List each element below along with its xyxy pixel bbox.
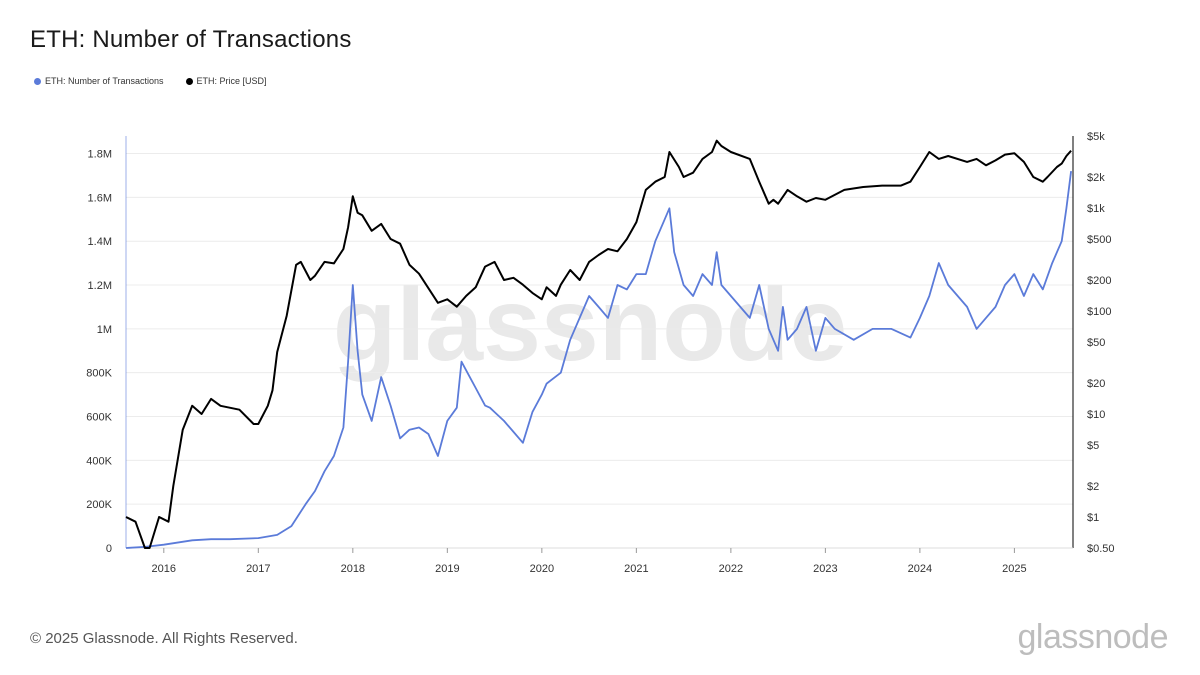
x-tick-label: 2020 bbox=[530, 563, 554, 575]
chart-title: ETH: Number of Transactions bbox=[30, 26, 352, 53]
x-tick-label: 2021 bbox=[624, 563, 648, 575]
y-left-tick-label: 1M bbox=[97, 324, 112, 336]
y-right-tick-label: $20 bbox=[1087, 378, 1105, 390]
brand-logo: glassnode bbox=[1017, 618, 1168, 656]
legend-label-price: ETH: Price [USD] bbox=[196, 76, 267, 86]
y-right-tick-label: $2 bbox=[1087, 481, 1099, 493]
y-left-tick-label: 1.2M bbox=[88, 280, 112, 292]
y-right-tick-label: $1k bbox=[1087, 203, 1105, 215]
y-left-tick-label: 1.6M bbox=[88, 192, 112, 204]
series-layer bbox=[125, 139, 1072, 549]
x-tick-label: 2022 bbox=[719, 563, 743, 575]
legend-swatch-transactions bbox=[34, 77, 41, 85]
y-left-tick-label: 200K bbox=[86, 499, 112, 511]
y-left-tick-label: 400K bbox=[86, 455, 112, 467]
y-right-tick-label: $200 bbox=[1087, 275, 1111, 287]
x-tick-label: 2025 bbox=[1002, 563, 1026, 575]
series-line-transactions[interactable] bbox=[125, 170, 1072, 549]
axes: 0 200K 400K 600K 800K 1M 1.2M 1.4M 1.6M 1.8M $0.50… bbox=[86, 131, 1114, 575]
y-right-tick-label: $5 bbox=[1087, 440, 1099, 452]
legend-item-transactions[interactable]: ETH: Number of Transactions bbox=[34, 76, 164, 86]
watermark: glassnode bbox=[333, 267, 847, 383]
y-right-tick-label: $5k bbox=[1087, 131, 1105, 143]
x-tick-label: 2016 bbox=[152, 563, 176, 575]
y-right-tick-label: $500 bbox=[1087, 234, 1111, 246]
x-tick-label: 2018 bbox=[341, 563, 365, 575]
y-right-tick-label: $0.50 bbox=[1087, 543, 1115, 555]
y-right-tick-label: $100 bbox=[1087, 306, 1111, 318]
y-right-tick-label: $1 bbox=[1087, 512, 1099, 524]
x-tick-label: 2017 bbox=[246, 563, 270, 575]
series-line-price[interactable] bbox=[125, 139, 1072, 549]
legend-swatch-price bbox=[185, 77, 193, 85]
copyright-text: © 2025 Glassnode. All Rights Reserved. bbox=[30, 630, 298, 647]
y-left-tick-label: 1.4M bbox=[88, 236, 112, 248]
y-right-tick-label: $2k bbox=[1087, 172, 1105, 184]
y-right-tick-label: $50 bbox=[1087, 337, 1105, 349]
y-left-tick-label: 600K bbox=[86, 412, 112, 424]
gridlines bbox=[126, 153, 1073, 505]
y-left-tick-label: 800K bbox=[86, 368, 112, 380]
legend: ETH: Number of Transactions ETH: Price [… bbox=[34, 76, 267, 86]
x-tick-label: 2024 bbox=[908, 563, 932, 575]
y-left-tick-label: 0 bbox=[106, 543, 112, 555]
x-tick-label: 2019 bbox=[435, 563, 459, 575]
legend-item-price[interactable]: ETH: Price [USD] bbox=[185, 76, 267, 86]
x-tick-label: 2023 bbox=[813, 563, 837, 575]
legend-label-transactions: ETH: Number of Transactions bbox=[45, 76, 164, 86]
y-right-tick-label: $10 bbox=[1087, 409, 1105, 421]
y-left-tick-label: 1.8M bbox=[88, 149, 112, 161]
